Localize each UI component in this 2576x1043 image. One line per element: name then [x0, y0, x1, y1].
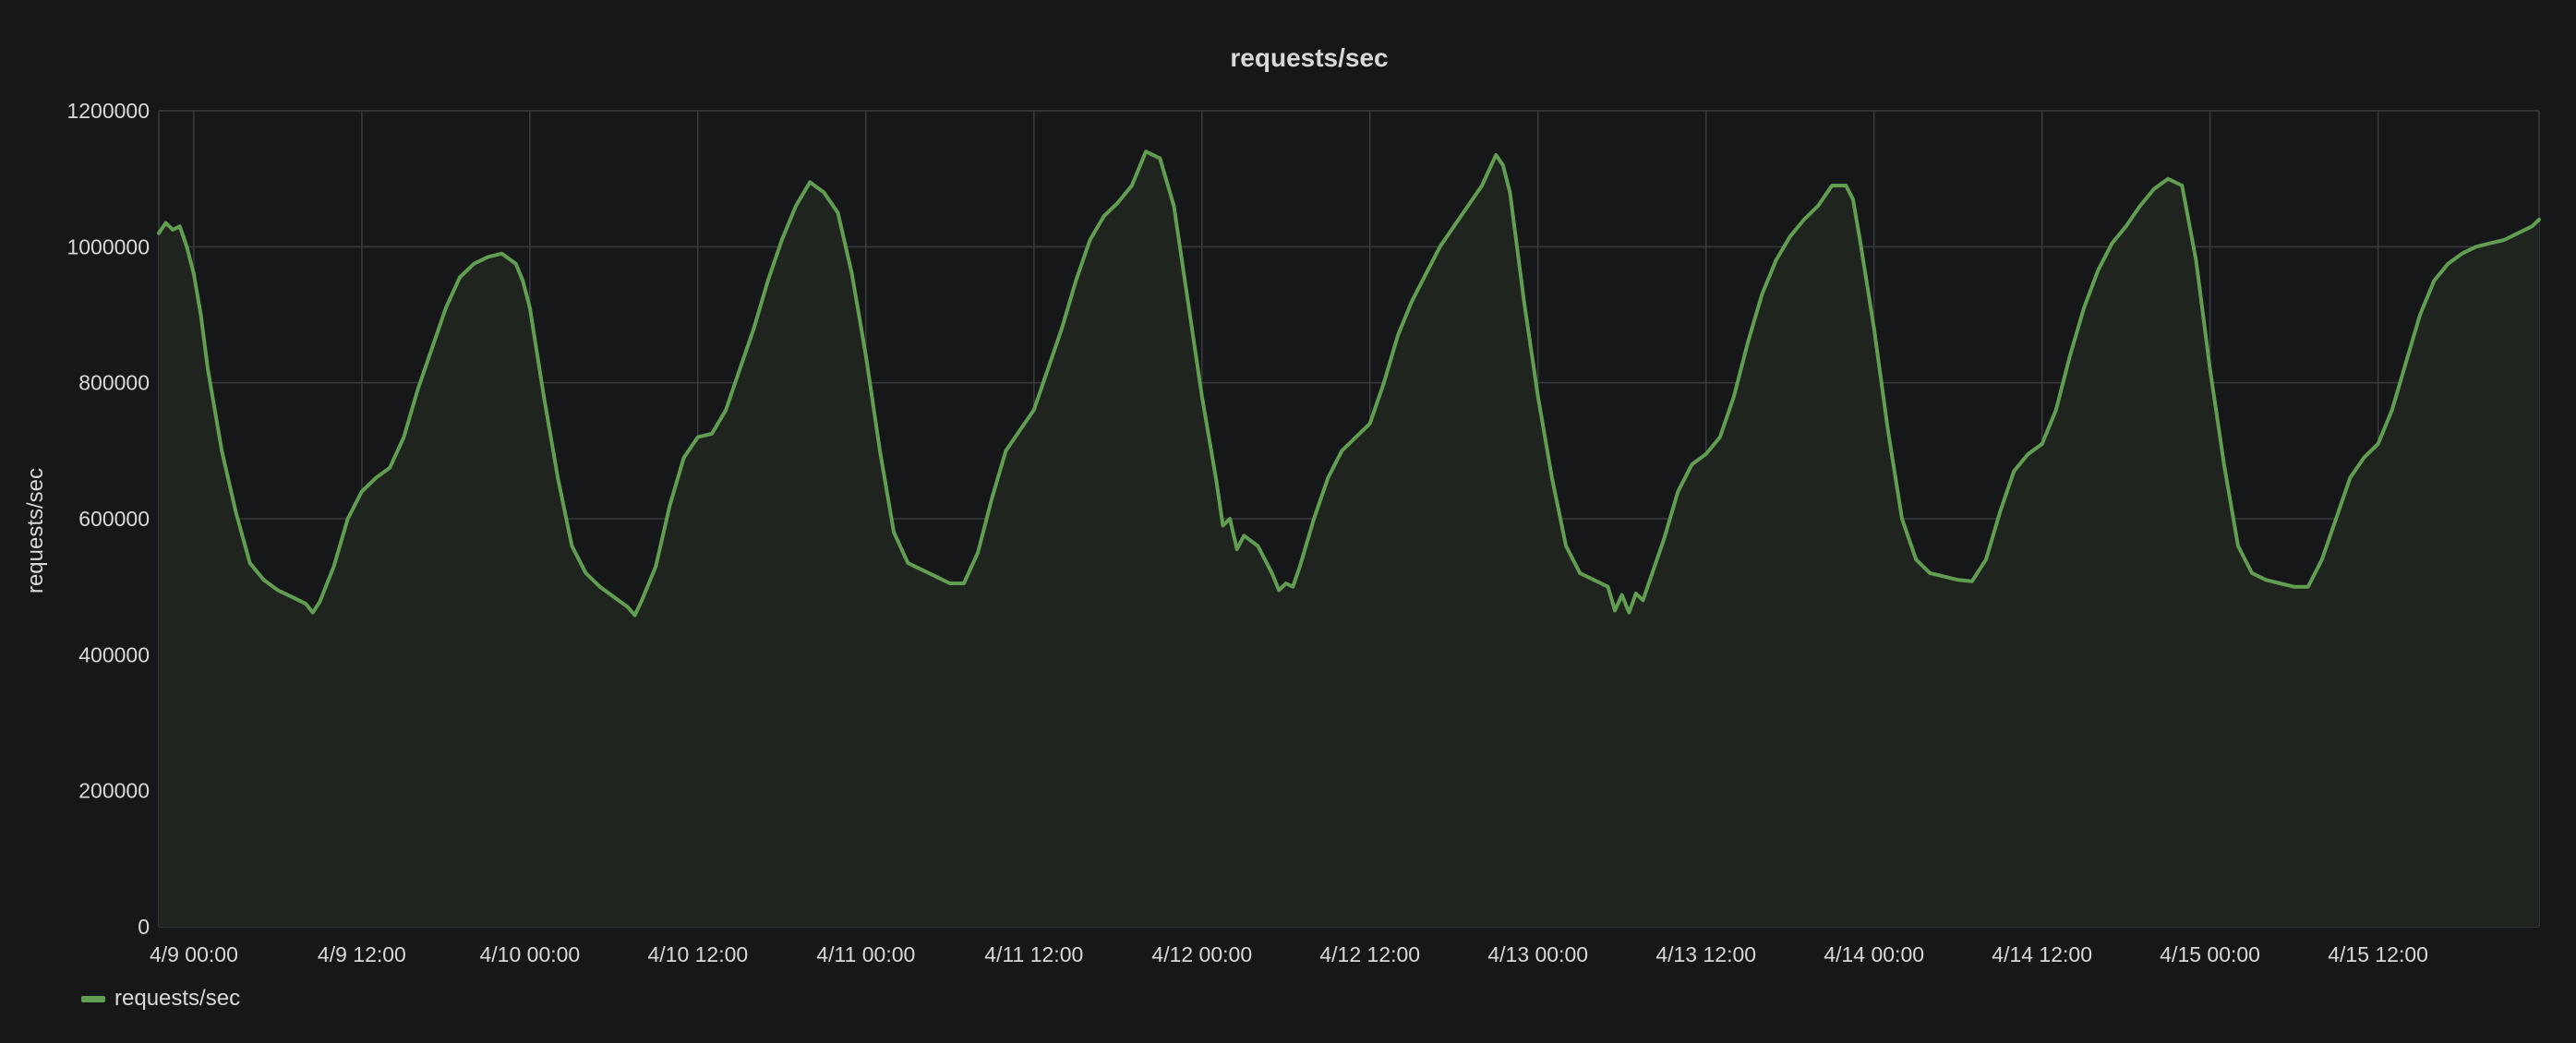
x-tick-label: 4/12 00:00	[1151, 942, 1252, 966]
y-axis-label: requests/sec	[23, 468, 48, 593]
x-tick-label: 4/9 00:00	[150, 942, 238, 966]
legend-swatch[interactable]	[81, 995, 105, 1002]
x-tick-label: 4/13 12:00	[1655, 942, 1756, 966]
y-tick-label: 0	[138, 915, 150, 939]
y-tick-label: 1000000	[66, 234, 150, 258]
x-tick-label: 4/11 12:00	[984, 942, 1083, 966]
y-tick-label: 600000	[78, 507, 150, 531]
series-line[interactable]	[157, 150, 2541, 617]
y-tick-label: 400000	[78, 642, 150, 666]
y-tick-label: 200000	[78, 779, 150, 803]
chart-title: requests/sec	[1230, 43, 1388, 72]
axis-labels: 0 200000 400000 600000 800000 1000000 1200000 4…	[66, 99, 2428, 966]
x-tick-label: 4/12 12:00	[1319, 942, 1420, 966]
x-tick-label: 4/15 00:00	[2160, 942, 2260, 966]
legend-label[interactable]: requests/sec	[114, 986, 241, 1011]
y-tick-label: 1200000	[66, 99, 150, 123]
x-tick-label: 4/14 00:00	[1824, 942, 1924, 966]
x-tick-label: 4/11 00:00	[816, 942, 915, 966]
x-tick-label: 4/10 12:00	[647, 942, 748, 966]
series-area	[159, 151, 2539, 927]
series-layer	[157, 150, 2541, 927]
legend: requests/sec	[81, 986, 240, 1012]
x-tick-label: 4/10 00:00	[480, 942, 581, 966]
x-tick-label: 4/9 12:00	[318, 942, 406, 966]
y-tick-label: 800000	[78, 371, 150, 395]
x-tick-label: 4/15 12:00	[2328, 942, 2428, 966]
x-tick-label: 4/13 00:00	[1487, 942, 1588, 966]
x-tick-label: 4/14 12:00	[1992, 942, 2092, 966]
